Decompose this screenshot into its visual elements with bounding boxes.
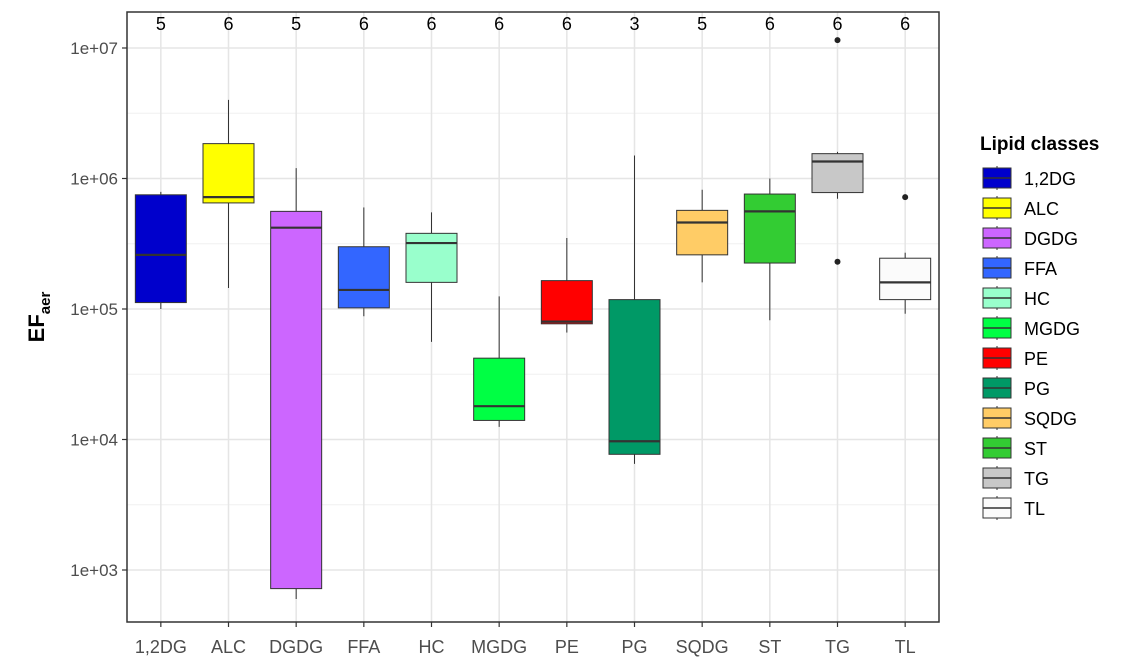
n-label: 6 — [765, 14, 775, 34]
legend-item-MGDG: MGDG — [982, 316, 1080, 340]
x-axis: 1,2DG ALC DGDG FFA HC MGDG PE PG SQDG ST TG TL — [135, 622, 916, 657]
box-TG: 6 — [811, 14, 864, 265]
box-body — [676, 209, 729, 256]
n-label: 6 — [426, 14, 436, 34]
legend-item-TL: TL — [982, 496, 1045, 520]
legend-item-HC: HC — [982, 286, 1050, 310]
x-tick-label: ALC — [211, 637, 246, 657]
legend-label: DGDG — [1024, 229, 1078, 249]
y-tick-label: 1e+06 — [70, 170, 118, 189]
n-label: 6 — [223, 14, 233, 34]
legend-item-ST: ST — [982, 436, 1047, 460]
legend-label: PG — [1024, 379, 1050, 399]
box-body — [337, 246, 390, 309]
box-PE: 6 — [540, 14, 593, 333]
legend-label: SQDG — [1024, 409, 1077, 429]
box-1,2DG: 5 — [134, 14, 187, 309]
box-body — [608, 299, 661, 455]
y-tick-label: 1e+03 — [70, 561, 118, 580]
n-label: 6 — [832, 14, 842, 34]
legend-item-FFA: FFA — [982, 256, 1057, 280]
y-axis-title: EFaer — [24, 292, 54, 343]
legend-item-TG: TG — [982, 466, 1049, 490]
legend-label: TL — [1024, 499, 1045, 519]
legend-item-PG: PG — [982, 376, 1050, 400]
plot-panel — [127, 12, 939, 622]
x-tick-label: SQDG — [676, 637, 729, 657]
legend-label: PE — [1024, 349, 1048, 369]
minor-gridlines — [127, 112, 939, 506]
outlier-point — [902, 194, 909, 201]
legend-label: ST — [1024, 439, 1047, 459]
box-TL: 6 — [879, 14, 932, 314]
legend-label: MGDG — [1024, 319, 1080, 339]
y-tick-label: 1e+05 — [70, 300, 118, 319]
boxes: 5 6 5 6 6 6 6 3 5 6 6 6 — [134, 14, 932, 599]
legend-item-SQDG: SQDG — [982, 406, 1077, 430]
x-tick-label: MGDG — [471, 637, 527, 657]
x-tick-label: ST — [758, 637, 781, 657]
legend: Lipid classes 1,2DG ALC DGDG FFA HC MGDG PE PG SQ… — [980, 134, 1099, 520]
y-tick-label: 1e+07 — [70, 39, 118, 58]
n-label: 5 — [156, 14, 166, 34]
box-body — [811, 153, 864, 194]
x-tick-label: PG — [621, 637, 647, 657]
box-body — [270, 210, 323, 590]
n-label: 3 — [629, 14, 639, 34]
x-tick-label: FFA — [347, 637, 380, 657]
legend-label: HC — [1024, 289, 1050, 309]
x-tick-label: HC — [419, 637, 445, 657]
box-FFA: 6 — [337, 14, 390, 317]
x-tick-label: 1,2DG — [135, 637, 187, 657]
box-PG: 3 — [608, 14, 661, 464]
legend-label: TG — [1024, 469, 1049, 489]
n-label: 5 — [697, 14, 707, 34]
x-tick-label: TL — [895, 637, 916, 657]
box-ALC: 6 — [202, 14, 255, 288]
x-tick-label: PE — [555, 637, 579, 657]
outlier-point — [834, 258, 841, 265]
box-body — [879, 257, 932, 301]
legend-item-DGDG: DGDG — [982, 226, 1078, 250]
y-tick-label: 1e+04 — [70, 431, 118, 450]
n-label: 6 — [359, 14, 369, 34]
x-tick-label: DGDG — [269, 637, 323, 657]
legend-item-1,2DG: 1,2DG — [982, 166, 1076, 190]
legend-item-PE: PE — [982, 346, 1048, 370]
n-label: 6 — [494, 14, 504, 34]
box-body — [202, 143, 255, 204]
box-DGDG: 5 — [270, 14, 323, 599]
n-label: 6 — [900, 14, 910, 34]
legend-label: 1,2DG — [1024, 169, 1076, 189]
box-body — [473, 357, 526, 421]
box-MGDG: 6 — [473, 14, 526, 427]
box-body — [134, 194, 187, 304]
legend-label: FFA — [1024, 259, 1057, 279]
legend-label: ALC — [1024, 199, 1059, 219]
legend-title: Lipid classes — [980, 134, 1099, 155]
box-ST: 6 — [743, 14, 796, 321]
outlier-point — [834, 37, 841, 44]
box-SQDG: 5 — [676, 14, 729, 283]
box-body — [540, 280, 593, 325]
plot-border — [126, 11, 940, 623]
n-label: 6 — [562, 14, 572, 34]
box-body — [405, 232, 458, 283]
x-tick-label: TG — [825, 637, 850, 657]
y-axis: 1e+03 1e+04 1e+05 1e+06 1e+07 — [70, 39, 127, 580]
box-HC: 6 — [405, 14, 458, 342]
legend-item-ALC: ALC — [982, 196, 1059, 220]
n-label: 5 — [291, 14, 301, 34]
box-body — [743, 193, 796, 264]
